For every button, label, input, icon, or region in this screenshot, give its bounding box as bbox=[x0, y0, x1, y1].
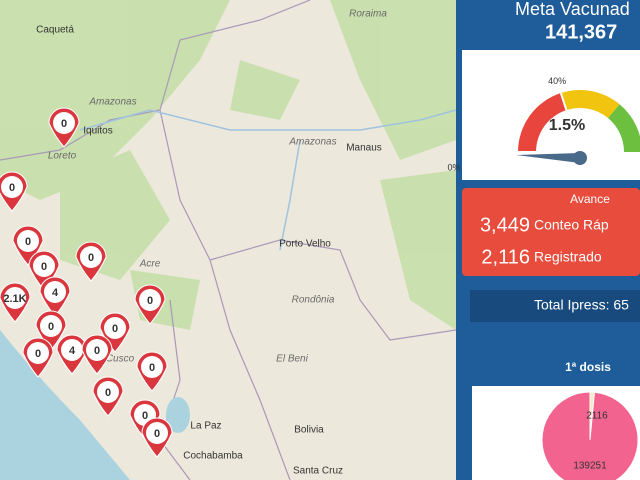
avance-title: Avance bbox=[570, 192, 610, 206]
avance-label: Conteo Ráp bbox=[534, 217, 609, 233]
marker-center bbox=[97, 381, 119, 403]
panel-title: Meta Vacunad bbox=[515, 0, 630, 19]
ocean bbox=[0, 330, 130, 480]
place-label: Loreto bbox=[48, 151, 77, 162]
marker-center bbox=[1, 176, 23, 198]
pie-label: 2116 bbox=[586, 411, 608, 422]
marker-label: 0 bbox=[48, 321, 54, 333]
place-label: Santa Cruz bbox=[293, 466, 343, 477]
place-label: Roraima bbox=[349, 9, 387, 20]
place-label: La Paz bbox=[190, 421, 221, 432]
gauge-band bbox=[608, 104, 640, 152]
marker-label: 0 bbox=[9, 182, 15, 194]
pie-slice bbox=[541, 391, 639, 480]
place-label: Iquitos bbox=[83, 126, 112, 137]
marker-label: 0 bbox=[149, 362, 155, 374]
avance-card bbox=[462, 188, 640, 276]
place-label: Rondônia bbox=[292, 295, 335, 306]
goal-value: 141,367 bbox=[545, 21, 617, 43]
place-label: Cusco bbox=[106, 354, 135, 365]
gauge-needle bbox=[516, 153, 580, 163]
gauge-band bbox=[560, 90, 620, 119]
marker-center bbox=[104, 317, 126, 339]
marker-label: 0 bbox=[61, 118, 67, 130]
avance-value: 2,116 bbox=[481, 246, 530, 268]
marker-center bbox=[27, 342, 49, 364]
map-rivers bbox=[79, 109, 457, 251]
marker-label: 0 bbox=[41, 261, 47, 273]
marker-center bbox=[86, 339, 108, 361]
marker-label: 2.1K bbox=[3, 293, 26, 305]
place-label: Manaus bbox=[346, 143, 382, 154]
marker-label: 0 bbox=[35, 348, 41, 360]
total-strip bbox=[470, 290, 640, 322]
marker-center bbox=[53, 112, 75, 134]
marker-label: 4 bbox=[52, 287, 59, 299]
marker-center bbox=[33, 255, 55, 277]
marker-center bbox=[17, 230, 39, 252]
place-label: Porto Velho bbox=[279, 239, 331, 250]
marker-center bbox=[40, 315, 62, 337]
gauge-tick-label: 40% bbox=[548, 76, 566, 86]
marker-label: 0 bbox=[88, 252, 94, 264]
place-label: Caquetá bbox=[36, 25, 74, 36]
marker-label: 0 bbox=[154, 428, 160, 440]
marker-label: 0 bbox=[94, 345, 100, 357]
place-label: Amazonas bbox=[288, 137, 336, 148]
gauge-band bbox=[518, 93, 567, 152]
marker-center bbox=[4, 287, 26, 309]
marker-center bbox=[61, 339, 83, 361]
place-label: Bolivia bbox=[294, 425, 324, 436]
gauge-tick bbox=[559, 92, 568, 111]
avance-label: Registrado bbox=[534, 249, 602, 265]
marker-center bbox=[141, 356, 163, 378]
place-label: Acre bbox=[139, 259, 161, 270]
marker-label: 0 bbox=[25, 236, 31, 248]
total-ipress: Total Ipress: 65 bbox=[534, 297, 629, 313]
pie-label: 139251 bbox=[573, 461, 607, 472]
place-label: Cochabamba bbox=[183, 451, 243, 462]
marker-center bbox=[80, 246, 102, 268]
place-label: Amazonas bbox=[88, 97, 136, 108]
marker-label: 0 bbox=[147, 295, 153, 307]
gauge-pivot bbox=[573, 151, 587, 165]
place-label: El Beni bbox=[276, 354, 308, 365]
marker-label: 0 bbox=[105, 387, 111, 399]
marker-center bbox=[139, 289, 161, 311]
gauge-tick-label: 0% bbox=[447, 162, 460, 172]
gauge-value: 1.5% bbox=[549, 117, 585, 134]
marker-label: 0 bbox=[112, 323, 118, 335]
marker-label: 4 bbox=[69, 345, 76, 357]
lake bbox=[166, 397, 190, 433]
marker-center bbox=[146, 422, 168, 444]
marker-label: 0 bbox=[142, 410, 148, 422]
marker-center bbox=[44, 281, 66, 303]
avance-value: 3,449 bbox=[480, 214, 530, 236]
dose-title: 1ª dosis bbox=[565, 360, 611, 374]
